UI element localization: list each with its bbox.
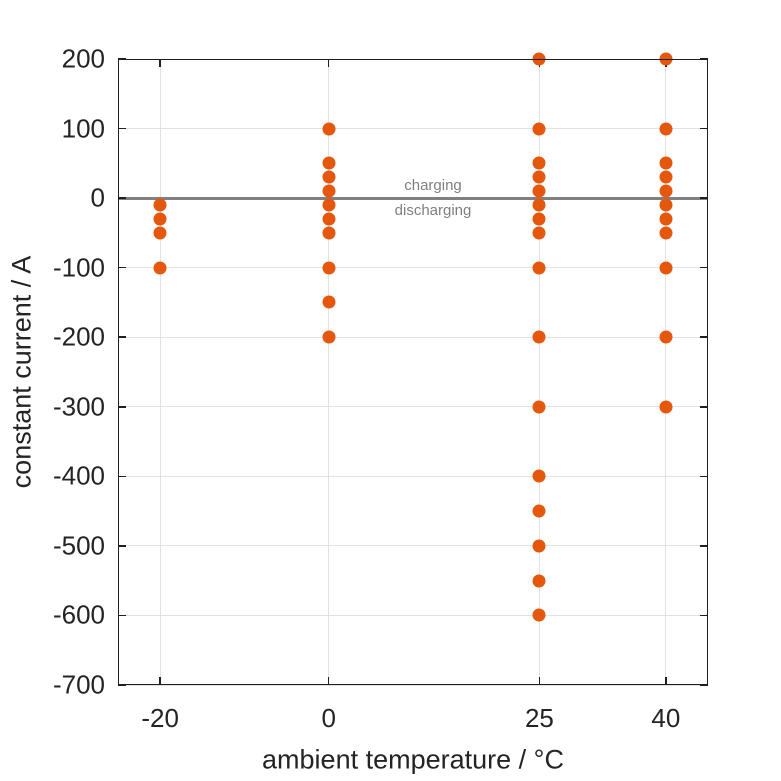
data-point [322,330,336,344]
horizontal-gridline [118,475,708,477]
y-tick-label: -600 [52,599,105,630]
data-point [532,198,546,212]
horizontal-gridline [118,684,708,686]
y-axis-tick [118,266,126,269]
zero-current-line [118,196,708,200]
y-axis-tick [118,684,126,686]
horizontal-gridline [118,336,708,338]
y-axis-tick-right [700,406,708,408]
data-point [532,226,546,240]
data-point [659,198,673,212]
data-point [322,295,336,309]
discharging-label: discharging [394,202,472,220]
y-tick-label: 0 [90,182,105,213]
data-point [532,184,546,198]
data-point [322,122,336,136]
y-tick-label: 200 [61,43,105,74]
y-axis-tick [118,127,126,130]
data-point [659,184,673,198]
horizontal-gridline [118,406,708,408]
vertical-gridline [665,59,667,685]
y-axis-tick-right [700,127,708,130]
data-point [322,184,336,198]
horizontal-gridline [118,128,708,130]
x-tick-label: -20 [141,703,179,733]
data-point [532,330,546,344]
vertical-gridline [159,59,161,685]
data-point [532,122,546,136]
x-axis-tick-top [327,59,330,67]
y-tick-label: -300 [52,391,105,422]
data-point [322,226,336,240]
y-axis-tick-right [700,475,708,478]
horizontal-gridline [118,614,708,616]
data-point [322,198,336,212]
y-axis-tick [118,406,126,408]
data-point [532,400,546,414]
y-axis-tick-right [700,614,708,617]
data-point [153,212,167,226]
x-axis-tick-top [159,59,161,67]
data-point [532,574,546,588]
x-axis-tick [327,677,330,685]
y-tick-label: -500 [52,530,105,561]
y-axis-tick [118,336,126,338]
y-axis-tick-right [700,684,708,686]
data-point [659,122,673,136]
data-point [659,330,673,344]
x-axis-tick [159,677,161,685]
plot-area [118,59,708,685]
y-axis-tick [118,614,126,617]
data-point [532,469,546,483]
y-tick-label: -700 [52,669,105,700]
data-point [532,608,546,622]
data-point [153,226,167,240]
data-point [532,261,546,275]
charging-label: charging [404,177,462,195]
y-tick-label: -100 [52,252,105,283]
data-point [659,170,673,184]
y-tick-label: 100 [61,113,105,144]
data-point [322,212,336,226]
data-point [532,170,546,184]
x-axis-title: ambient temperature / °C [262,744,564,775]
horizontal-gridline [118,267,708,269]
data-point [659,226,673,240]
data-point [532,212,546,226]
y-axis-tick-right [700,266,708,269]
y-axis-tick [118,197,126,199]
data-point [659,156,673,170]
y-axis-tick [118,475,126,478]
vertical-gridline [538,59,540,685]
y-tick-label: -200 [52,321,105,352]
x-tick-label: 40 [651,703,681,733]
x-tick-label: 0 [321,703,336,733]
vertical-gridline [328,59,330,685]
x-tick-label: 25 [524,703,554,733]
x-axis-tick [665,677,667,685]
y-axis-tick-right [700,336,708,338]
horizontal-gridline [118,545,708,547]
y-axis-tick [118,545,126,547]
data-point [659,261,673,275]
y-axis-tick-right [700,197,708,199]
x-axis-tick [538,677,541,685]
y-axis-title: constant current / A [6,255,37,489]
data-point [659,212,673,226]
y-tick-label: -400 [52,460,105,491]
data-point [153,261,167,275]
data-point [322,156,336,170]
data-point [532,156,546,170]
data-point [532,539,546,553]
data-point [322,261,336,275]
y-axis-tick-right [700,545,708,547]
data-point [153,198,167,212]
data-point [532,504,546,518]
data-point [659,400,673,414]
data-point [322,170,336,184]
